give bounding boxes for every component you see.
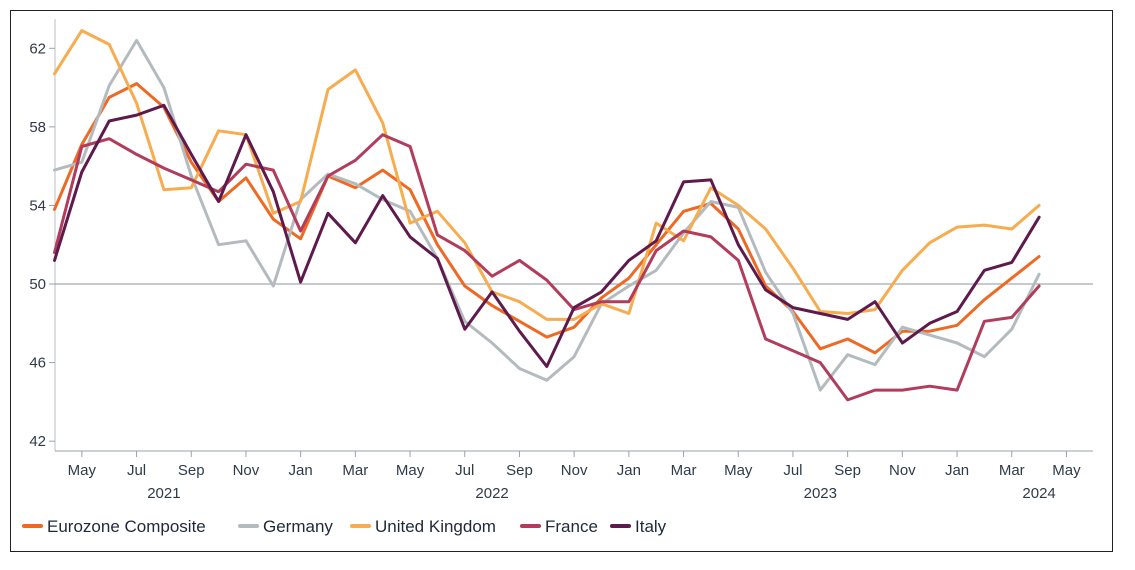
y-tick-label: 42 [29,433,46,450]
x-tick-label: Jul [783,462,802,479]
x-tick-label: May [396,462,425,479]
y-tick-label: 50 [29,276,46,293]
year-label: 2021 [147,485,180,502]
chart-frame [10,10,1113,552]
legend-label-italy: Italy [635,517,667,536]
year-label: 2023 [804,485,837,502]
x-tick-label: Nov [889,462,916,479]
legend-label-germany: Germany [263,517,333,536]
x-tick-label: Jan [617,462,641,479]
year-label: 2022 [475,485,508,502]
y-axis: 42 46 50 54 58 62 [29,19,1093,451]
x-tick-label: Sep [178,462,205,479]
x-tick-label: May [68,462,97,479]
series-line-italy [53,103,1041,368]
x-tick-label: Sep [834,462,861,479]
series-line-france [53,133,1041,402]
x-tick-label: Jan [945,462,969,479]
x-tick-label: Jan [289,462,313,479]
x-tick-label: Nov [561,462,588,479]
x-tick-label: Sep [506,462,533,479]
x-tick-label: Mar [342,462,368,479]
series-layer [53,29,1041,402]
year-label: 2024 [1022,485,1055,502]
y-tick-label: 54 [29,197,46,214]
x-tick-label: Mar [671,462,697,479]
series-line-united-kingdom [53,29,1041,321]
series-line-germany [53,38,1041,392]
y-tick-label: 62 [29,40,46,57]
x-tick-label: Jul [455,462,474,479]
legend-label-united-kingdom: United Kingdom [375,517,496,536]
x-tick-label: May [1052,462,1081,479]
x-tick-label: Jul [127,462,146,479]
x-tick-label: May [724,462,753,479]
x-tick-label: Mar [999,462,1025,479]
x-axis: May Jul Sep Nov Jan Mar May Jul Sep Nov Jan Mar May J… [55,450,1093,502]
legend-label-france: France [545,517,598,536]
legend-label-eurozone-composite: Eurozone Composite [47,517,206,536]
legend: Eurozone Composite Germany United Kingdom F… [22,517,667,536]
series-line-eurozone-composite [53,82,1041,355]
y-tick-label: 46 [29,355,46,372]
x-tick-label: Nov [233,462,260,479]
y-tick-label: 58 [29,119,46,136]
